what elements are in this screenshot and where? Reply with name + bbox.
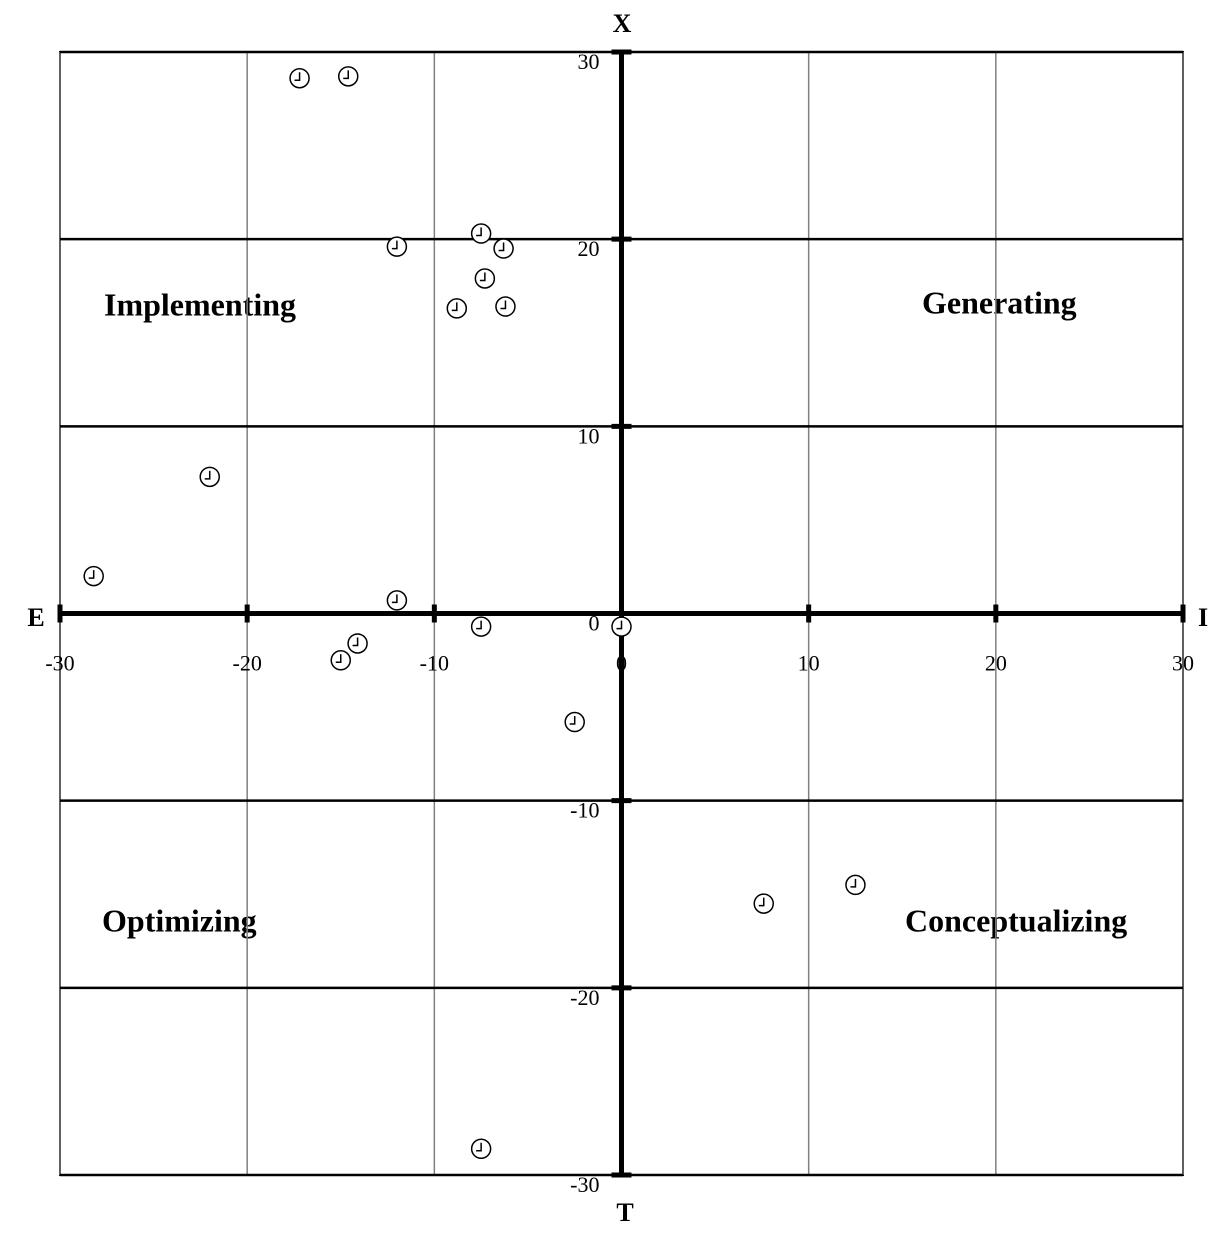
- point-hands: [479, 272, 486, 282]
- y-tick-label: -20: [570, 985, 599, 1010]
- x-tick-label: 20: [985, 651, 1007, 676]
- point-hands: [343, 70, 349, 80]
- point: [446, 298, 468, 319]
- point-hands: [500, 300, 507, 310]
- point-hands: [476, 227, 482, 237]
- x-tick-label: -30: [45, 651, 74, 676]
- point-hands: [569, 716, 576, 725]
- point: [474, 268, 496, 289]
- point: [386, 590, 408, 611]
- point-hands: [391, 240, 398, 250]
- point: [470, 616, 492, 637]
- axis-label-top: X: [613, 9, 632, 38]
- y-tick-label: 0: [589, 611, 600, 636]
- point-hands: [335, 654, 342, 664]
- point-hands: [850, 878, 857, 888]
- y-tick-label: 30: [578, 49, 600, 74]
- point-hands: [476, 620, 482, 630]
- y-tick-label: -30: [570, 1172, 599, 1197]
- x-tick-label: 30: [1172, 651, 1194, 676]
- axis-label-left: E: [27, 603, 44, 632]
- point: [337, 66, 359, 87]
- quadrant-label: Conceptualizing: [905, 902, 1127, 938]
- point: [493, 238, 514, 259]
- y-tick-label: 20: [578, 236, 600, 261]
- x-tick-label: 0: [616, 651, 627, 676]
- y-tick-label: -10: [570, 798, 599, 823]
- point: [470, 1138, 492, 1160]
- point-hands: [476, 1142, 482, 1152]
- x-tick-label: 10: [798, 651, 820, 676]
- point: [199, 466, 220, 488]
- point: [611, 616, 632, 637]
- point-hands: [294, 72, 301, 81]
- point: [753, 893, 774, 914]
- point: [845, 874, 866, 896]
- axis-label-bottom: T: [616, 1198, 633, 1227]
- point: [289, 67, 310, 89]
- point: [470, 223, 492, 244]
- point-hands: [88, 570, 95, 579]
- point-hands: [391, 594, 398, 604]
- x-tick-label: -10: [420, 651, 449, 676]
- point-hands: [451, 302, 458, 312]
- point-hands: [352, 637, 359, 647]
- quadrant-label: Implementing: [104, 286, 296, 322]
- point: [83, 565, 104, 587]
- quadrant-label: Optimizing: [102, 902, 257, 938]
- point: [495, 296, 516, 317]
- point: [330, 650, 351, 671]
- point: [564, 711, 585, 733]
- y-tick-label: 10: [578, 423, 600, 448]
- point: [386, 236, 408, 257]
- axis-label-right: I: [1198, 603, 1208, 632]
- point-hands: [498, 242, 505, 252]
- quadrant-label: Generating: [922, 284, 1077, 320]
- point-hands: [616, 620, 623, 630]
- x-tick-label: -20: [233, 651, 262, 676]
- point-hands: [758, 897, 765, 907]
- point: [347, 633, 368, 654]
- point-hands: [204, 470, 211, 480]
